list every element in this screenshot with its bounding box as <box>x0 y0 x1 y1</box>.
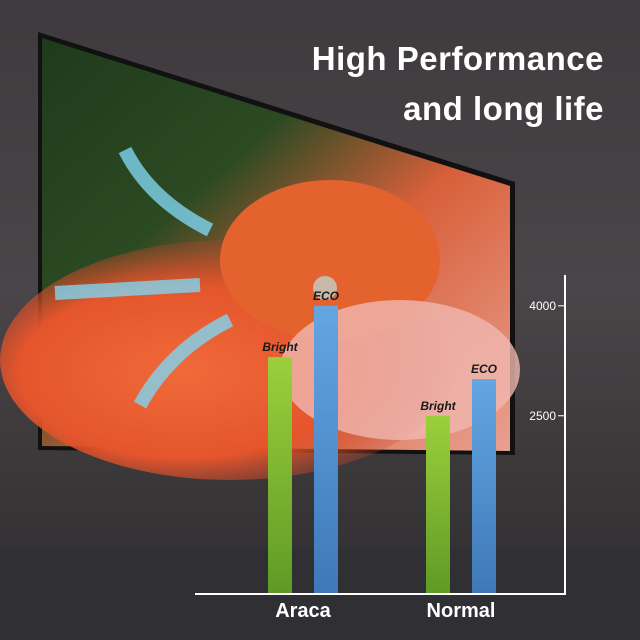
bar-normal-bright <box>426 415 450 593</box>
arrow-icon <box>54 278 201 300</box>
series-label: ECO <box>312 288 340 303</box>
headline-line1: High Performance <box>311 40 604 77</box>
y-tick-label: 2500 <box>529 408 556 423</box>
y-tick-label: 4000 <box>529 298 556 313</box>
category-label: Normal <box>426 600 496 622</box>
series-label: Bright <box>420 398 456 413</box>
category-label: Araca <box>275 600 331 622</box>
headline: High Performance and long life <box>312 34 604 134</box>
flamingo-eye <box>313 276 337 300</box>
bar-araca-eco <box>314 305 338 593</box>
headline-line2: and long life <box>403 90 604 127</box>
series-label: ECO <box>470 362 498 377</box>
series-label: Bright <box>262 340 298 355</box>
bar-araca-bright <box>268 357 292 593</box>
arrow-icon <box>133 313 234 409</box>
bar-normal-eco <box>472 379 496 593</box>
arrow-icon <box>118 146 214 237</box>
